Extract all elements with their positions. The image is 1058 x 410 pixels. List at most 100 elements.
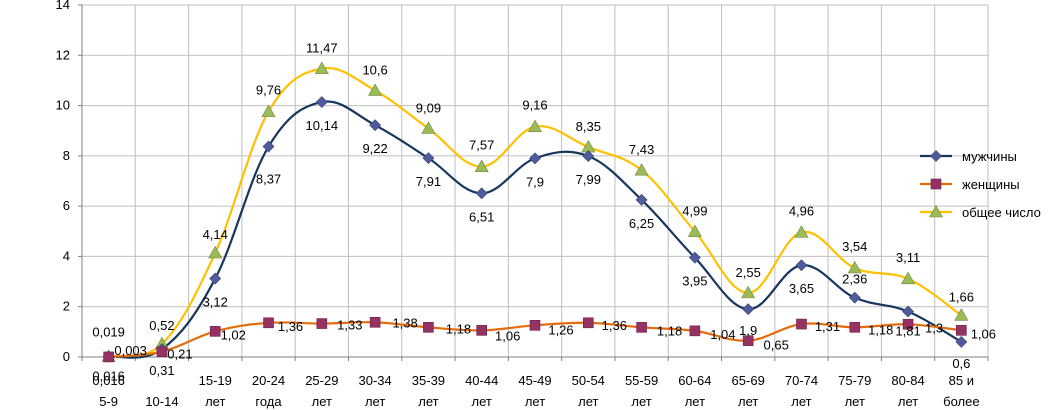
data-label: 9,22: [362, 141, 387, 156]
y-tick-label: 0: [63, 349, 70, 364]
x-tick-label-line: лет: [791, 394, 811, 409]
data-point: [742, 303, 755, 316]
x-tick-label: 65-69 лет: [732, 373, 765, 409]
x-tick-label-line: 30-34: [358, 373, 391, 388]
data-point: [689, 325, 701, 337]
data-label: 1,18: [657, 323, 682, 338]
data-label: 0,52: [149, 318, 174, 333]
x-tick-label-line: лет: [738, 394, 758, 409]
data-label: 3,54: [842, 239, 867, 254]
y-tick-label: 14: [56, 0, 70, 12]
data-point: [794, 225, 809, 238]
data-label: 11,47: [306, 41, 338, 56]
data-label: 2,55: [736, 265, 761, 280]
x-tick-label: 50-54 лет: [572, 373, 605, 409]
legend-marker: [928, 204, 944, 218]
data-label: 6,51: [469, 209, 494, 224]
data-label: 3,65: [789, 281, 814, 296]
x-tick-label: 60-64 лет: [678, 373, 711, 409]
data-label: 1,31: [815, 319, 840, 334]
data-point: [529, 320, 541, 331]
data-point: [687, 224, 702, 237]
x-tick-label-line: 40-44: [465, 373, 498, 388]
x-tick-label-line: 15-19: [199, 373, 232, 388]
data-point: [956, 325, 967, 336]
data-point: [476, 325, 488, 336]
data-label: 2,36: [842, 272, 867, 287]
x-tick-label-line: лет: [525, 394, 545, 409]
legend-marker: [930, 178, 942, 190]
data-label: 1,66: [949, 289, 974, 304]
legend-label: женщины: [962, 177, 1020, 192]
data-label: 0,31: [149, 363, 174, 378]
x-tick-label-line: лет: [578, 394, 598, 409]
data-point: [209, 326, 221, 337]
data-label: 1,33: [337, 318, 362, 333]
y-tick-label: 12: [56, 47, 70, 62]
data-label: 7,43: [629, 142, 654, 157]
data-point: [954, 308, 969, 321]
data-point: [421, 121, 436, 134]
data-point: [955, 335, 968, 348]
data-label: 0,016: [92, 369, 125, 384]
data-point: [368, 83, 383, 96]
x-tick-label-line: лет: [418, 394, 438, 409]
x-tick-label-line: 45-49: [518, 373, 551, 388]
x-tick-label-line: лет: [631, 394, 651, 409]
x-tick-label-line: 35-39: [412, 373, 445, 388]
series-markers: [101, 61, 969, 363]
data-point: [847, 260, 862, 274]
x-tick-label: 0,016 5-9: [92, 373, 125, 409]
y-tick-label: 6: [63, 198, 70, 213]
series-line-3: [108, 66, 962, 358]
data-label: 7,99: [576, 172, 601, 187]
data-point: [475, 187, 488, 200]
x-tick-label-line: 80-84: [891, 373, 924, 388]
data-label: 1,81: [895, 323, 920, 338]
y-tick-label: 2: [63, 299, 70, 314]
data-point: [636, 322, 647, 333]
axes: [78, 4, 989, 361]
data-point: [263, 317, 274, 329]
x-tick-label: 80-84 лет: [891, 373, 924, 409]
data-label: 0,003: [114, 343, 147, 358]
data-label: 0,019: [92, 325, 125, 340]
data-point: [261, 104, 276, 117]
x-tick-label-line: 50-54: [572, 373, 605, 388]
x-tick-label-line: 0,016: [92, 373, 125, 388]
data-point: [369, 317, 381, 328]
x-tick-label-line: лет: [365, 394, 385, 409]
x-tick-label-line: 55-59: [625, 373, 658, 388]
data-point: [796, 318, 807, 330]
data-label: 10,6: [362, 62, 387, 77]
data-point: [741, 285, 756, 299]
data-labels: 0,019 0,52 4,14 9,76 11,47 10,6 9,09 7,57 9,16 8,…: [92, 41, 996, 384]
x-tick-label-line: лет: [845, 394, 865, 409]
x-tick-label: 70-74 лет: [785, 373, 818, 409]
data-label: 6,25: [629, 216, 654, 231]
data-label: 3,11: [896, 250, 920, 265]
x-tick-label: 45-49 лет: [518, 373, 551, 409]
data-label: 1,04: [710, 327, 735, 342]
data-label: 0,65: [764, 338, 789, 353]
data-point: [208, 245, 223, 259]
data-label: 4,99: [682, 204, 707, 219]
data-point: [529, 152, 541, 165]
x-tick-label: 55-59 лет: [625, 373, 658, 409]
data-point: [262, 140, 275, 153]
data-label: 9,76: [256, 83, 281, 98]
x-tick-label-line: 20-24: [252, 373, 285, 388]
x-tick-label-line: лет: [898, 394, 918, 409]
data-label: 1,36: [278, 319, 303, 334]
data-point: [527, 119, 543, 132]
data-label: 1,26: [548, 322, 573, 337]
x-tick-label: 35-39 лет: [412, 373, 445, 409]
data-label: 1,18: [868, 322, 893, 337]
data-point: [849, 322, 861, 333]
x-tick-label: 25-29 лет: [305, 373, 338, 409]
data-label: 1,38: [392, 315, 417, 330]
data-point: [156, 346, 168, 358]
x-tick-label-line: 70-74: [785, 373, 818, 388]
